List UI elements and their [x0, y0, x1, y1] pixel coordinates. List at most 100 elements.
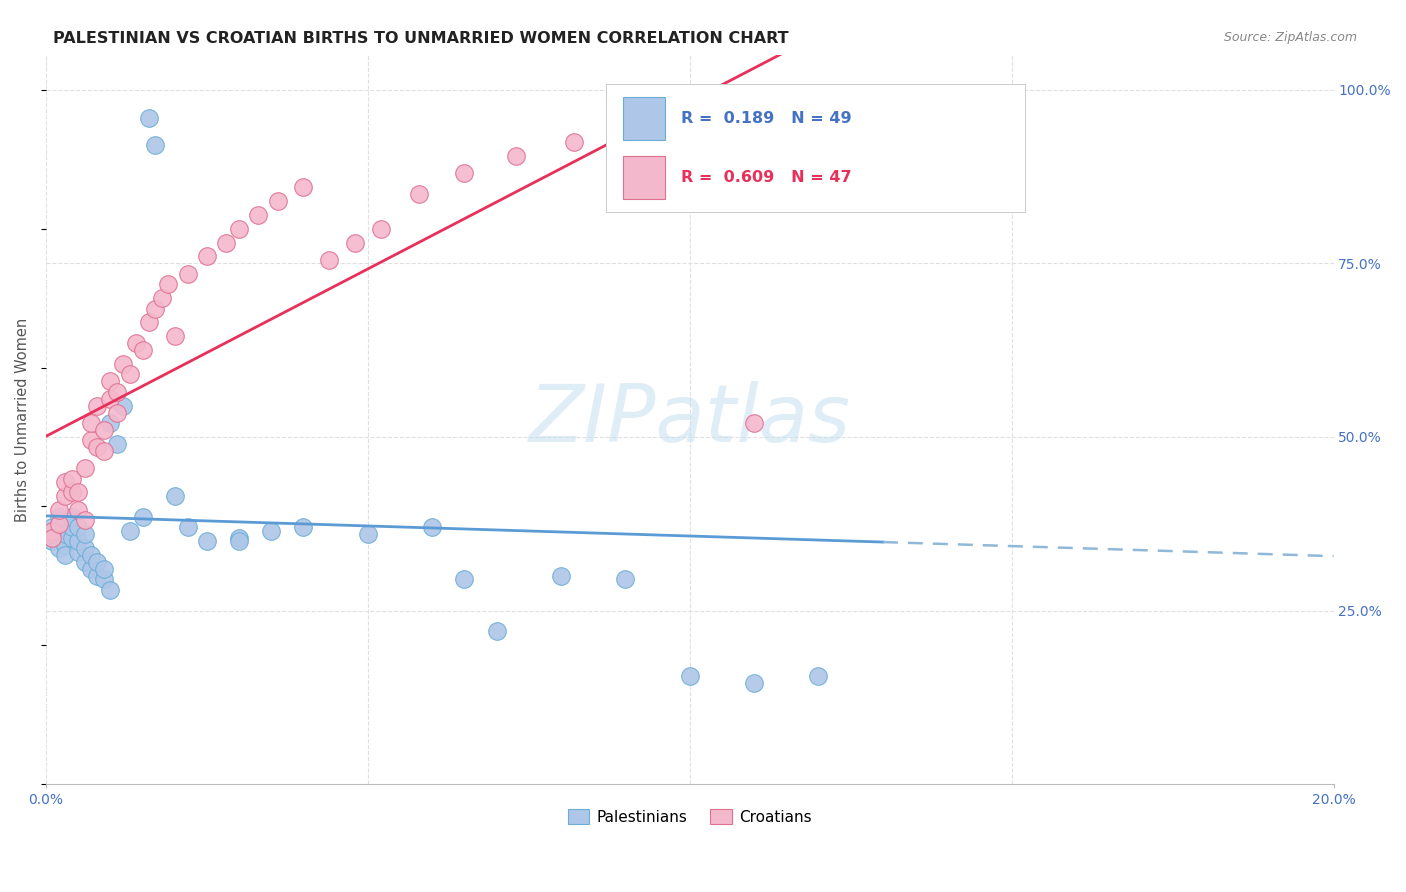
Point [195, 534, 218, 549]
Point [48, 509, 70, 524]
Point [679, 669, 702, 683]
Point [260, 524, 283, 538]
Point [98, 375, 121, 389]
Point [562, 135, 585, 149]
Point [614, 572, 637, 586]
Point [150, 291, 173, 305]
Point [453, 572, 475, 586]
Point [53, 475, 76, 489]
Point [73, 461, 96, 475]
Point [228, 534, 250, 549]
Point [163, 489, 186, 503]
Point [872, 111, 894, 125]
Point [67, 503, 90, 517]
Point [80, 562, 103, 576]
Point [118, 368, 141, 382]
Point [118, 524, 141, 538]
Point [742, 416, 765, 430]
Point [80, 434, 103, 448]
Point [48, 541, 70, 555]
Point [370, 221, 392, 235]
Text: PALESTINIAN VS CROATIAN BIRTHS TO UNMARRIED WOMEN CORRELATION CHART: PALESTINIAN VS CROATIAN BIRTHS TO UNMARR… [53, 31, 789, 46]
Point [41, 534, 63, 549]
Point [195, 250, 218, 264]
Point [807, 669, 830, 683]
Point [53, 537, 76, 551]
Point [292, 180, 315, 194]
Point [138, 315, 160, 329]
Text: ZIPatlas: ZIPatlas [529, 381, 851, 458]
Point [228, 531, 250, 545]
Point [86, 555, 108, 569]
Point [60, 520, 83, 534]
Point [93, 443, 115, 458]
Point [157, 277, 180, 292]
Point [98, 392, 121, 406]
Y-axis label: Births to Unmarried Women: Births to Unmarried Women [15, 318, 30, 522]
Point [73, 555, 96, 569]
Point [131, 509, 153, 524]
Point [145, 301, 167, 316]
Point [53, 489, 76, 503]
Point [60, 531, 83, 545]
Point [125, 336, 148, 351]
Point [420, 520, 443, 534]
Point [98, 582, 121, 597]
Point [73, 513, 96, 527]
Point [53, 527, 76, 541]
Point [550, 569, 572, 583]
Point [505, 149, 527, 163]
Point [80, 416, 103, 430]
Point [86, 569, 108, 583]
Point [53, 548, 76, 562]
Point [163, 329, 186, 343]
Point [176, 520, 198, 534]
Point [98, 416, 121, 430]
Legend: Palestinians, Croatians: Palestinians, Croatians [561, 804, 818, 831]
Point [105, 384, 128, 399]
Point [67, 485, 90, 500]
Point [145, 138, 167, 153]
Point [60, 472, 83, 486]
Point [73, 541, 96, 555]
Point [41, 527, 63, 541]
Point [176, 267, 198, 281]
Point [80, 548, 103, 562]
Point [93, 572, 115, 586]
Point [453, 166, 475, 180]
Point [73, 527, 96, 541]
Point [679, 114, 702, 128]
Point [485, 624, 508, 639]
Point [93, 562, 115, 576]
Point [48, 520, 70, 534]
Point [105, 406, 128, 420]
Point [318, 252, 340, 267]
Point [247, 208, 270, 222]
Point [357, 527, 380, 541]
Point [742, 676, 765, 690]
Point [93, 423, 115, 437]
Point [67, 520, 90, 534]
Point [112, 357, 135, 371]
Point [86, 399, 108, 413]
Text: Source: ZipAtlas.com: Source: ZipAtlas.com [1223, 31, 1357, 45]
Point [41, 531, 63, 545]
Point [48, 516, 70, 531]
Point [67, 534, 90, 549]
Point [292, 520, 315, 534]
Point [105, 437, 128, 451]
Point [343, 235, 366, 250]
Point [86, 441, 108, 455]
Point [60, 509, 83, 524]
Point [67, 544, 90, 558]
Point [112, 399, 135, 413]
Point [267, 194, 290, 208]
Point [215, 235, 238, 250]
Point [228, 221, 250, 235]
Point [41, 520, 63, 534]
Point [48, 503, 70, 517]
Point [41, 524, 63, 538]
Point [131, 343, 153, 358]
Point [138, 111, 160, 125]
Point [60, 485, 83, 500]
